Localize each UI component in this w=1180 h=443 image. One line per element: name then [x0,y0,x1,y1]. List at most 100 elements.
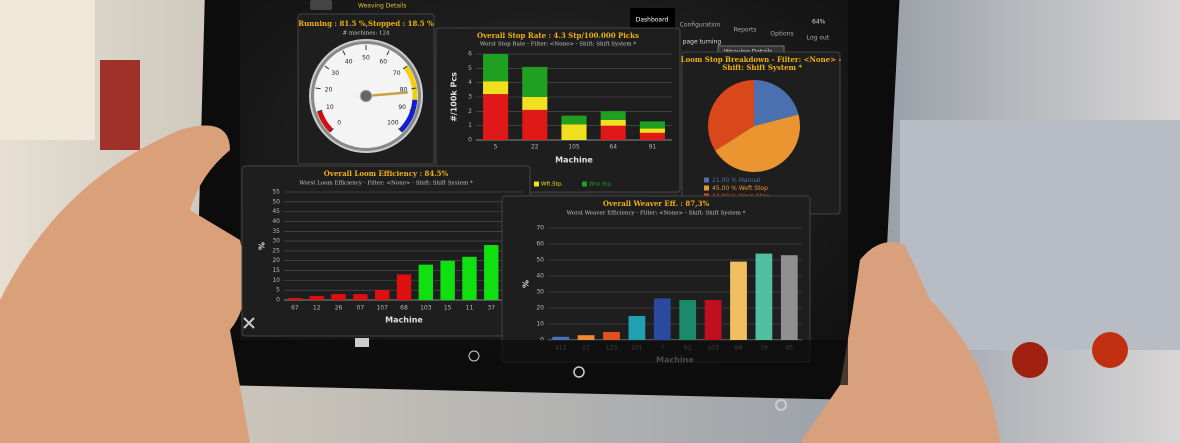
gauge-tick-label: 20 [325,87,333,94]
bar-segment [639,121,665,129]
x-tick-label: 103 [420,305,432,312]
gauge-tick [315,87,321,90]
gauge-tick-label: 40 [345,59,353,66]
bar [755,253,773,340]
bar-segment [522,97,548,110]
legend-label: Wft.Stp. [541,182,563,188]
y-tick-label: 10 [272,277,280,284]
y-tick-label: 60 [536,241,544,248]
tab[interactable]: Configuration [680,22,721,29]
gauge-needle [365,91,408,98]
gauge-tick-label: 10 [326,104,334,111]
legend-value: 45.00 % [712,185,737,192]
y-axis-label: % [258,242,267,250]
gauge-tick [329,128,334,133]
gauge-band [398,99,418,133]
y-tick-label: 40 [536,273,544,280]
gauge-tick-label: 30 [331,70,339,77]
x-tick-label: 68 [400,305,408,312]
bar [552,336,570,340]
y-tick-label: 30 [536,289,544,296]
chart-title: Overall Weaver Eff. : 87,3% [603,199,710,208]
legend-value: 21.00 % [712,177,737,184]
gauge-hub [359,89,373,103]
bar-segment [639,128,665,133]
gauge-band [403,65,418,101]
loom-machine [900,120,1180,350]
x-tick-label: 22 [531,144,539,151]
bar [628,316,646,340]
bar [484,245,499,300]
legend-swatch [582,181,587,187]
gauge-tick-label: 80 [400,87,408,94]
left-hand [0,125,250,443]
x-tick-label: 5 [494,144,498,151]
x-tick-label: 26 [335,305,343,312]
hand-icon[interactable] [468,350,480,362]
x-tick-label: 64 [609,144,617,151]
tab[interactable]: Reports [733,27,756,34]
pie-slice [754,80,799,126]
gauge-tick-label: 0 [337,119,341,126]
tab[interactable]: Dashboard [636,17,669,24]
y-tick-label: 50 [536,257,544,264]
y-tick-label: 6 [468,51,472,58]
tab[interactable]: Log out [807,35,830,42]
pie-slice [715,114,800,173]
y-tick-label: 20 [536,305,544,312]
bar-segment [600,119,626,126]
x-tick-label: 67 [291,305,299,312]
chart-title-line: Loom Stop Breakdown - Filter: <None> - [681,55,842,64]
y-tick-label: 40 [272,218,280,225]
gauge-tick-label: 100 [387,119,399,126]
y-tick-label: 5 [468,65,472,72]
close-icon[interactable] [243,317,255,329]
bar-segment [483,81,509,95]
tab-active[interactable] [630,8,675,30]
zoom-icon[interactable] [573,366,585,378]
tab[interactable]: Options [770,31,793,38]
y-tick-label: 0 [276,297,280,304]
right-hand [800,242,1000,443]
header-subtitle: Weaving Details [358,3,407,10]
y-tick-label: 1 [468,122,472,129]
bar-segment [522,109,548,140]
x-axis-label: Machine [555,156,593,165]
bar-segment [483,54,509,82]
y-tick-label: 25 [272,247,280,254]
bar [577,335,595,340]
bar [440,260,455,300]
chart-title: Overall Loom Efficiency : 84.5% [324,169,449,178]
y-tick-label: 55 [272,189,280,196]
bar [309,296,324,300]
calendar-icon[interactable] [355,338,369,347]
chart-title: Running : 81.5 %,Stopped : 18.5 % [298,19,434,28]
y-tick-label: 50 [272,198,280,205]
y-tick-label: 15 [272,267,280,274]
back-button[interactable] [310,0,332,10]
y-tick-label: 20 [272,257,280,264]
legend-swatch [704,185,709,191]
y-axis-label: #/100k Pcs [450,72,459,122]
bar [462,256,477,300]
bar-segment [600,111,626,120]
gauge-tick-label: 60 [379,59,387,66]
settings-icon[interactable] [775,399,787,411]
bar [396,274,412,300]
gauge-tick-label: 90 [398,104,406,111]
y-tick-label: 2 [468,108,472,115]
gauge-tick [386,50,390,56]
x-tick-label: 37 [487,305,495,312]
bar [653,298,671,340]
chart-subtitle: Worst Loom Efficiency - Filter: <None> -… [299,181,473,187]
gauge-tick [411,87,417,90]
bar [780,255,798,340]
gauge-tick [402,65,408,70]
y-tick-label: 30 [272,238,280,245]
worker [100,60,140,150]
x-tick-label: 12 [313,305,321,312]
y-tick-label: 45 [272,208,280,215]
